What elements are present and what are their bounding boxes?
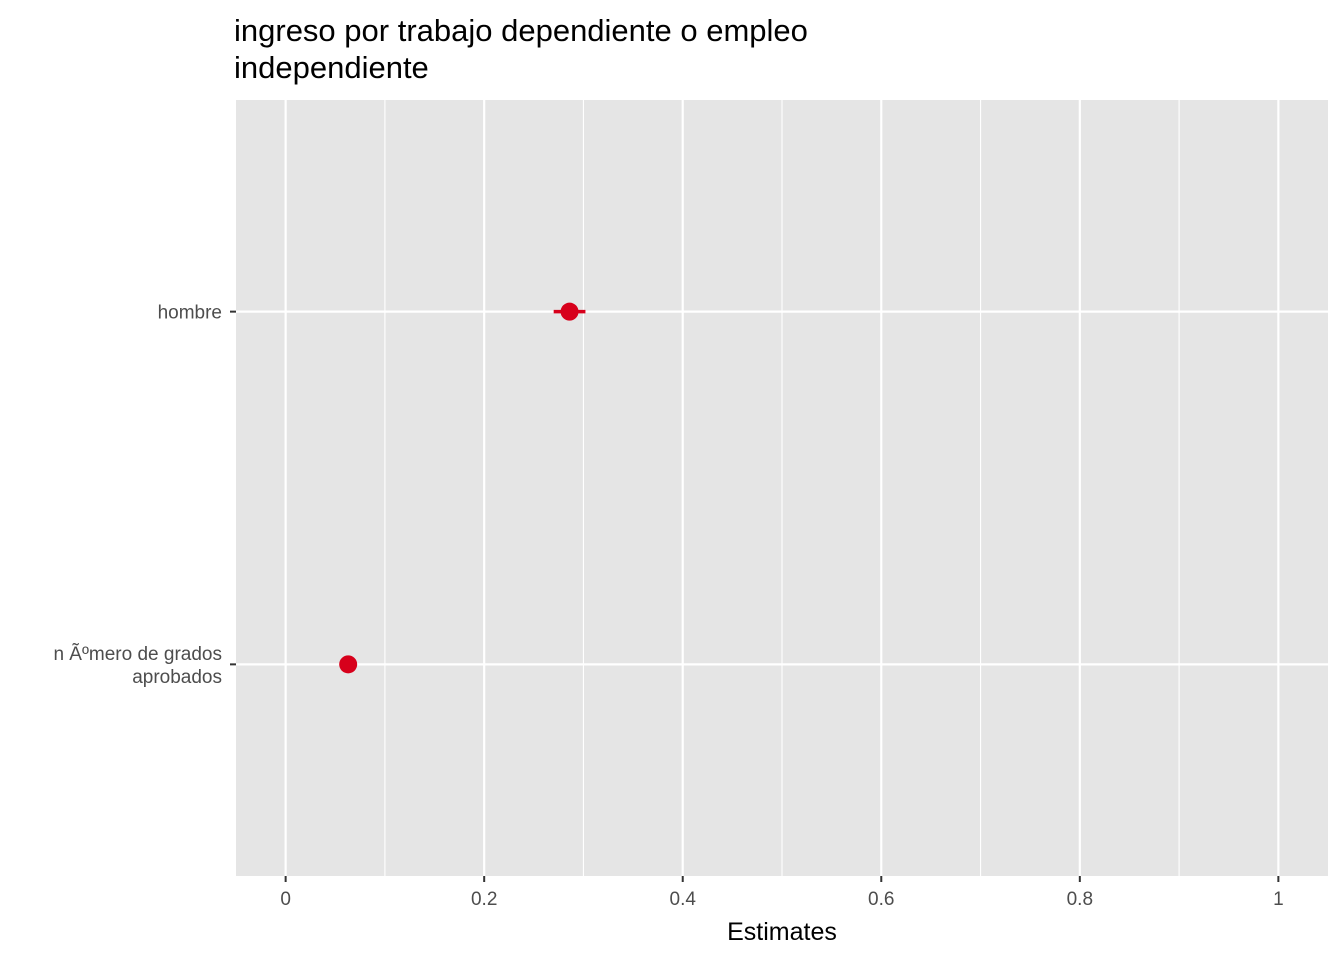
y-tick-label-line: aprobados — [132, 667, 222, 688]
data-marks — [339, 302, 586, 674]
chart-title-line-1: ingreso por trabajo dependiente o empleo — [234, 13, 808, 48]
y-tick-label-line: hombre — [158, 303, 222, 324]
x-tick-label: 0.8 — [1067, 889, 1093, 910]
x-tick-label: 1 — [1273, 889, 1284, 910]
chart-title-line-2: independiente — [234, 50, 429, 85]
x-tick-label: 0.2 — [471, 889, 497, 910]
minor-gridlines — [384, 100, 1180, 876]
x-tick-label: 0 — [280, 889, 291, 910]
y-axis: n Ãºmero de grados aprobados hombre — [53, 303, 236, 688]
y-tick-label: n Ãºmero de grados aprobados — [53, 643, 222, 688]
x-axis: 0 0.2 0.4 0.6 0.8 1 — [280, 876, 1284, 910]
chart-title: ingreso por trabajo dependiente o empleo… — [234, 13, 817, 85]
estimate-point — [560, 302, 579, 321]
major-gridlines — [236, 100, 1328, 876]
y-tick-label-line: n Ãºmero de grados — [53, 643, 222, 665]
y-tick-label: hombre — [158, 303, 222, 324]
estimate-point — [339, 655, 358, 674]
x-tick-label: 0.4 — [670, 889, 697, 910]
x-tick-label: 0.6 — [868, 889, 894, 910]
x-axis-title: Estimates — [727, 918, 837, 946]
